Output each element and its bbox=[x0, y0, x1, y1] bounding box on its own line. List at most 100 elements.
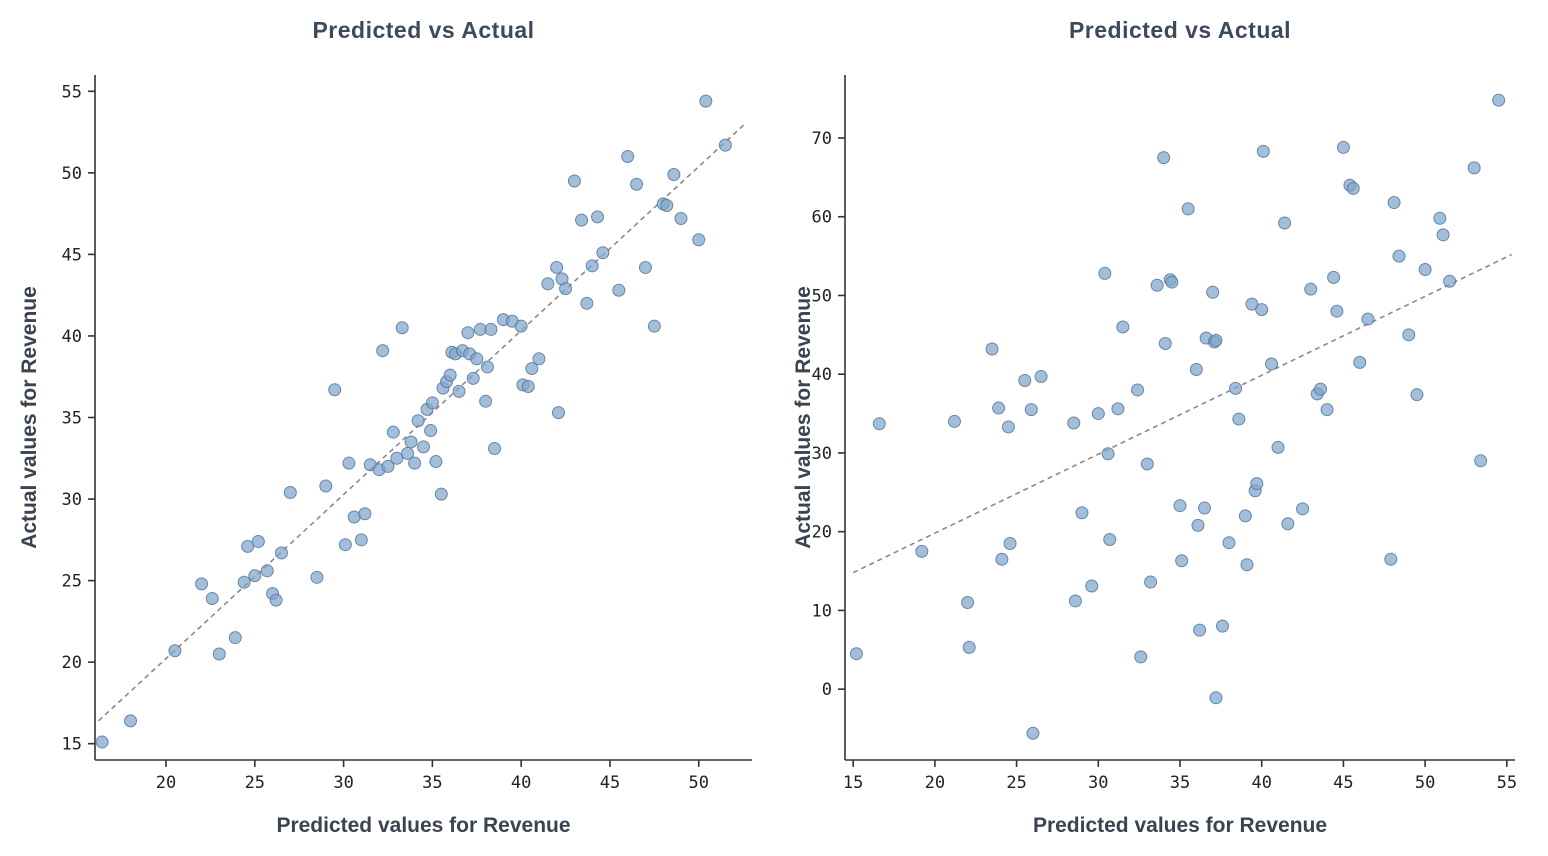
x-axis-label: Predicted values for Revenue bbox=[1033, 814, 1327, 837]
scatter-point bbox=[551, 406, 565, 420]
scatter-point bbox=[1024, 403, 1038, 417]
scatter-point bbox=[699, 94, 713, 108]
scatter-point bbox=[443, 368, 457, 382]
scatter-point bbox=[1229, 381, 1243, 395]
scatter-point bbox=[567, 174, 581, 188]
scatter-point bbox=[1330, 304, 1344, 318]
scatter-point bbox=[417, 440, 430, 454]
scatter-point bbox=[1392, 249, 1406, 263]
scatter-point bbox=[1198, 501, 1212, 515]
scatter-point bbox=[1238, 509, 1252, 523]
scatter-point bbox=[1433, 211, 1447, 225]
scatter-point bbox=[718, 138, 732, 152]
scatter-point bbox=[1256, 144, 1270, 158]
scatter-point bbox=[1003, 536, 1017, 550]
scatter-point bbox=[1232, 412, 1246, 426]
scatter-point bbox=[424, 424, 438, 438]
y-tick-label: 30 bbox=[62, 490, 82, 510]
scatter-point bbox=[514, 319, 528, 333]
scatter-point bbox=[1181, 202, 1195, 216]
scatter-point bbox=[328, 383, 342, 397]
scatter-point bbox=[992, 401, 1006, 415]
chart-panel-left: Predicted vs Actual Predicted values for… bbox=[18, 17, 752, 837]
x-tick-label: 20 bbox=[156, 773, 176, 793]
scatter-point bbox=[575, 213, 589, 227]
scatter-point bbox=[947, 414, 961, 428]
scatter-point bbox=[1255, 303, 1269, 317]
scatter-point bbox=[1353, 355, 1367, 369]
y-tick-label: 25 bbox=[62, 572, 82, 592]
scatter-point bbox=[1111, 402, 1125, 416]
scatter-point bbox=[1410, 388, 1424, 402]
scatter-point bbox=[667, 167, 681, 181]
scatter-point bbox=[961, 596, 975, 610]
x-tick-label: 25 bbox=[245, 773, 265, 793]
scatter-point bbox=[411, 414, 425, 428]
scatter-point bbox=[488, 441, 502, 455]
scatter-point bbox=[1336, 140, 1350, 154]
scatter-point bbox=[480, 360, 494, 374]
y-axis-label: Actual values for Revenue bbox=[792, 286, 815, 549]
scatter-point bbox=[347, 510, 361, 524]
scatter-point bbox=[1001, 420, 1015, 434]
scatter-point bbox=[269, 593, 283, 607]
scatter-plot-right: Predicted vs Actual Predicted values for… bbox=[792, 17, 1517, 837]
chart-panel-right: Predicted vs Actual Predicted values for… bbox=[774, 0, 1548, 856]
scatter-point bbox=[358, 507, 372, 521]
scatter-point bbox=[674, 212, 688, 226]
scatter-point bbox=[429, 455, 443, 469]
reference-line bbox=[852, 253, 1513, 574]
scatter-point bbox=[1304, 282, 1318, 296]
scatter-point bbox=[580, 296, 594, 310]
y-tick-label: 30 bbox=[812, 444, 832, 464]
scatter-point bbox=[1387, 196, 1401, 210]
scatter-point bbox=[1103, 533, 1117, 547]
scatter-point bbox=[1215, 619, 1229, 633]
scatter-point bbox=[248, 569, 262, 583]
scatter-point bbox=[630, 177, 644, 191]
y-tick-label: 50 bbox=[62, 164, 82, 184]
scatter-point bbox=[376, 344, 390, 358]
scatter-point bbox=[95, 735, 109, 749]
scatter-point bbox=[1436, 228, 1450, 242]
y-tick-label: 10 bbox=[812, 601, 832, 621]
scatter-point bbox=[521, 380, 535, 394]
x-tick-label: 40 bbox=[511, 773, 531, 793]
scatter-point bbox=[124, 714, 138, 728]
scatter-point bbox=[1144, 575, 1158, 589]
scatter-point bbox=[1278, 216, 1292, 230]
scatter-point bbox=[550, 260, 564, 274]
scatter-point bbox=[1134, 650, 1148, 664]
scatter-point bbox=[1492, 93, 1506, 107]
scatter-point bbox=[354, 533, 368, 547]
scatter-point bbox=[985, 342, 999, 356]
scatter-point bbox=[559, 282, 573, 296]
scatter-point bbox=[386, 425, 400, 439]
scatter-point bbox=[1018, 373, 1032, 387]
scatter-point bbox=[1361, 312, 1375, 326]
x-tick-label: 30 bbox=[1088, 773, 1108, 793]
scatter-point bbox=[479, 394, 493, 408]
x-tick-label: 35 bbox=[422, 773, 442, 793]
x-tick-label: 45 bbox=[1333, 773, 1353, 793]
scatter-point bbox=[425, 396, 439, 410]
scatter-point bbox=[212, 647, 226, 661]
y-tick-label: 45 bbox=[62, 245, 82, 265]
scatter-point bbox=[338, 538, 352, 552]
scatter-point bbox=[1327, 270, 1341, 284]
scatter-point bbox=[1189, 362, 1203, 376]
y-tick-label: 60 bbox=[812, 208, 832, 228]
x-tick-label: 30 bbox=[333, 773, 353, 793]
scatter-point bbox=[1098, 266, 1112, 280]
scatter-point bbox=[596, 246, 610, 260]
scatter-point bbox=[1265, 357, 1279, 371]
scatter-point bbox=[1271, 440, 1285, 454]
scatter-point bbox=[470, 352, 484, 366]
scatter-point bbox=[532, 352, 546, 366]
scatter-point bbox=[1034, 370, 1048, 384]
scatter-point bbox=[1281, 517, 1295, 531]
scatter-point bbox=[408, 456, 422, 470]
scatter-point bbox=[251, 534, 265, 548]
scatter-point bbox=[692, 233, 706, 247]
